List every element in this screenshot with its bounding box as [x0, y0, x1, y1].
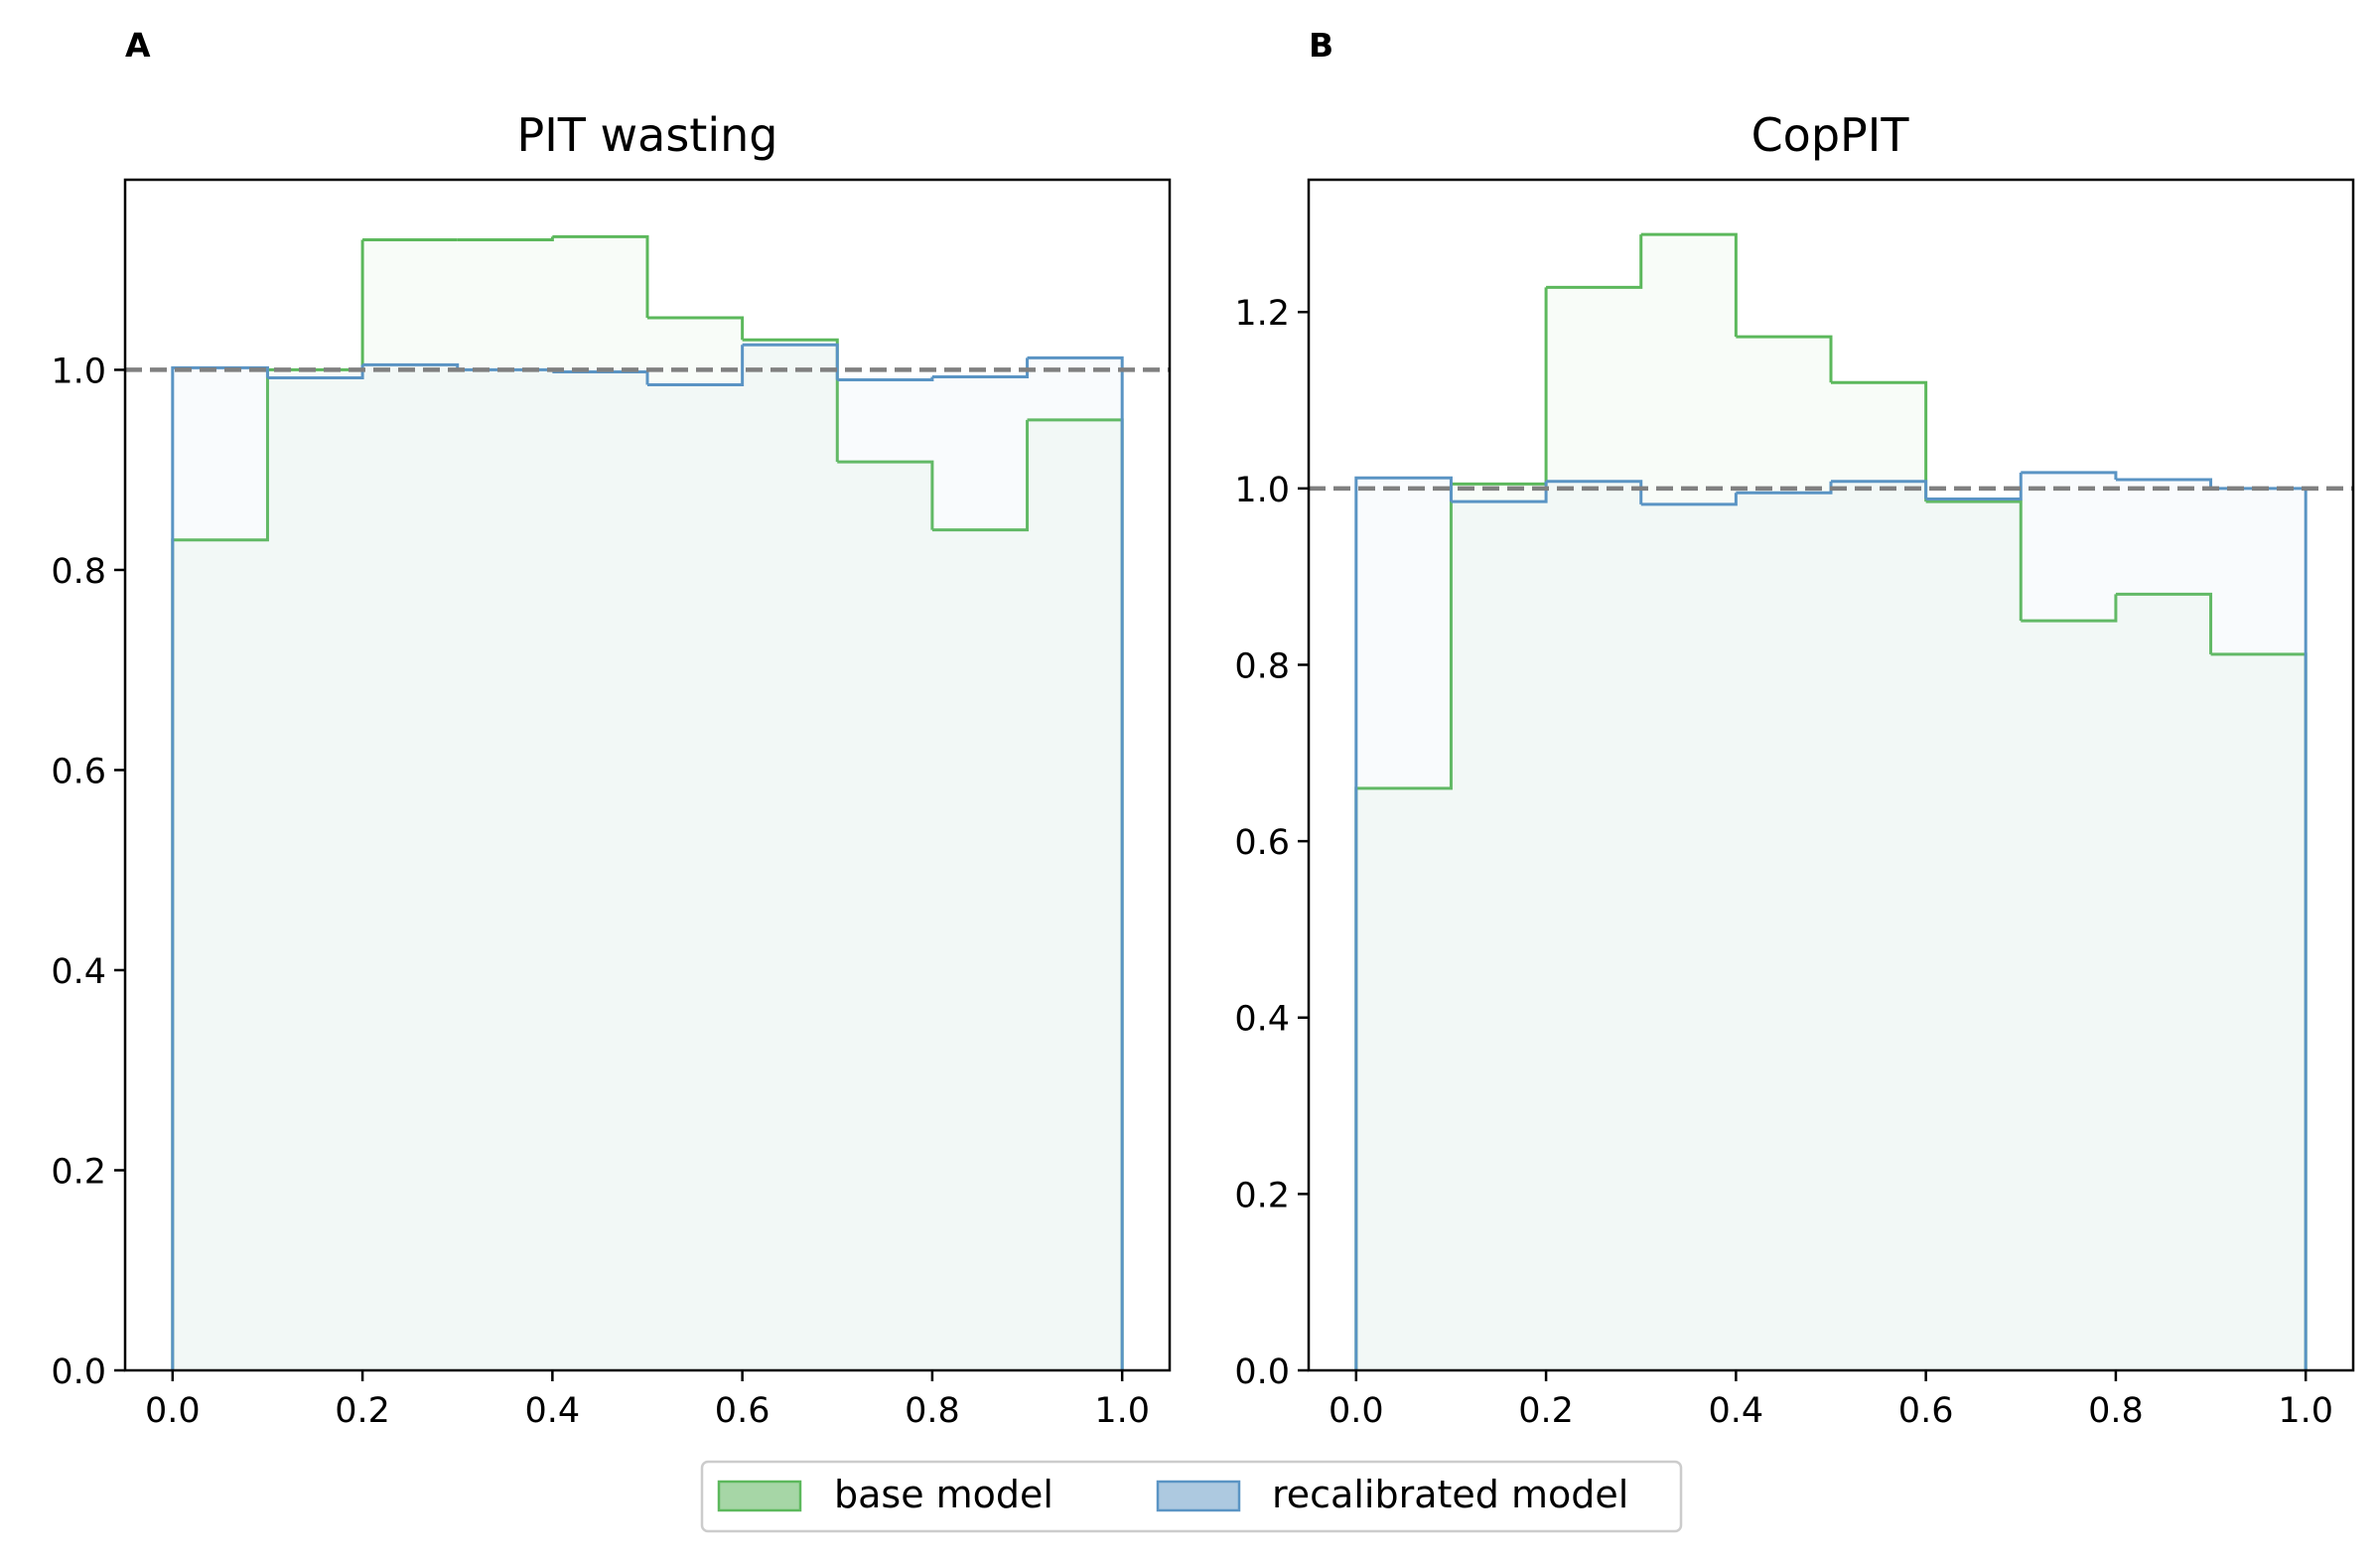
panel-b: B CopPIT 0.0 0.2 0.4 0.6 0.8 1.0 1.2 0.0 0.2 0.4…: [1234, 26, 2355, 1431]
y-tick-label: 0.0: [51, 1352, 106, 1392]
panel-title-a: PIT wasting: [517, 108, 778, 162]
hist-bin-base-model-b: [1736, 335, 1833, 383]
y-tick-label: 0.8: [1234, 646, 1290, 686]
hist-fill-base-model-a: [172, 236, 1123, 1370]
hist-bin-base-model-a: [647, 316, 745, 341]
hist-bin-base-model-b: [1546, 234, 1643, 289]
x-tick-label: 0.4: [1709, 1391, 1764, 1431]
hist-bin-base-model-b: [2021, 594, 2118, 623]
hist-bin-base-model-a: [931, 419, 1030, 532]
y-tick-label: 0.2: [1234, 1176, 1290, 1215]
x-tick-label: 0.8: [2088, 1391, 2144, 1431]
x-tick-label: 0.2: [335, 1391, 390, 1431]
hist-fill-base-model-b: [1355, 234, 2307, 1370]
y-tick-label: 0.8: [51, 552, 106, 592]
y-tick-label: 1.0: [51, 352, 106, 391]
y-tick-label: 0.6: [51, 752, 106, 791]
x-tick-label: 0.0: [145, 1391, 201, 1431]
x-tick-label: 0.8: [905, 1391, 960, 1431]
panel-a: A PIT wasting 0.00.20.40.60.81.0 0.0 0.2 0…: [51, 26, 1172, 1431]
hist-bin-base-model-a: [267, 239, 364, 371]
x-tick-label: 1.0: [2278, 1391, 2333, 1431]
hist-bin-recalibrated-model-a: [171, 365, 269, 1370]
panel-title-b: CopPIT: [1751, 108, 1910, 162]
panel-label-b: B: [1309, 26, 1333, 65]
y-tick-label: 1.2: [1234, 294, 1290, 334]
x-axis-a: 0.0 0.2 0.4 0.6 0.8 1.0: [145, 1370, 1150, 1431]
hist-bin-base-model-b: [1925, 499, 2023, 622]
legend-swatch-base-model: [717, 1480, 802, 1512]
legend-swatch-recalibrated-model: [1156, 1480, 1241, 1512]
hist-bin-recalibrated-model-a: [647, 345, 745, 387]
hist-fill-recalibrated-model-a: [172, 345, 1123, 1370]
hist-bin-recalibrated-model-b: [1640, 493, 1738, 506]
x-tick-label: 0.2: [1518, 1391, 1574, 1431]
x-tick-label: 0.6: [715, 1391, 770, 1431]
y-axis-a: 0.0 0.2 0.4 0.6 0.8 1.0: [51, 352, 125, 1392]
hist-bin-recalibrated-model-a: [1027, 355, 1124, 1370]
x-tick-label: 0.0: [1329, 1391, 1384, 1431]
hist-bin-base-model-b: [1831, 380, 1928, 502]
y-tick-label: 0.2: [51, 1152, 106, 1192]
legend-label-base-model: base model: [834, 1473, 1053, 1516]
hist-bin-base-model-b: [2115, 592, 2213, 654]
hist-bin-base-model-b: [1451, 287, 1548, 486]
hist-bin-recalibrated-model-a: [837, 376, 934, 382]
x-axis-b: 0.0 0.2 0.4 0.6 0.8 1.0: [1329, 1370, 2333, 1431]
x-tick-label: 0.6: [1898, 1391, 1954, 1431]
hist-bin-recalibrated-model-a: [742, 343, 839, 380]
hist-bin-base-model-b: [1640, 232, 1738, 338]
y-axis-b: 0.0 0.2 0.4 0.6 0.8 1.0 1.2: [1234, 294, 1309, 1392]
y-tick-label: 0.4: [1234, 1000, 1290, 1040]
hist-bin-base-model-a: [457, 236, 554, 241]
hist-bin-recalibrated-model-b: [2021, 471, 2118, 480]
hist-bin-recalibrated-model-b: [1354, 476, 1453, 1370]
legend-label-recalibrated-model: recalibrated model: [1272, 1473, 1628, 1516]
y-tick-label: 0.4: [51, 952, 106, 992]
hist-bin-base-model-a: [837, 460, 934, 530]
panel-label-a: A: [125, 26, 151, 65]
hist-bin-recalibrated-model-b: [1925, 472, 2023, 501]
y-tick-label: 1.0: [1234, 471, 1290, 510]
hist-bin-recalibrated-model-b: [1736, 481, 1833, 495]
x-tick-label: 1.0: [1094, 1391, 1150, 1431]
hist-bin-base-model-a: [742, 338, 839, 463]
hist-bin-recalibrated-model-b: [2115, 478, 2213, 489]
x-tick-label: 0.4: [525, 1391, 581, 1431]
y-tick-label: 0.0: [1234, 1352, 1290, 1392]
axes-frame-a: [123, 178, 1172, 1372]
y-tick-label: 0.6: [1234, 823, 1290, 863]
hist-bin-recalibrated-model-a: [931, 357, 1030, 378]
hist-bin-recalibrated-model-b: [1831, 480, 1928, 499]
plot-area-b: [1309, 232, 2353, 1370]
hist-bin-base-model-a: [552, 234, 649, 319]
axes-frame-b: [1307, 178, 2355, 1372]
plot-area-a: [125, 234, 1170, 1370]
legend: base model recalibrated model: [700, 1460, 1683, 1533]
hist-bin-recalibrated-model-b: [1546, 480, 1643, 504]
hist-fill-recalibrated-model-b: [1355, 472, 2307, 1370]
